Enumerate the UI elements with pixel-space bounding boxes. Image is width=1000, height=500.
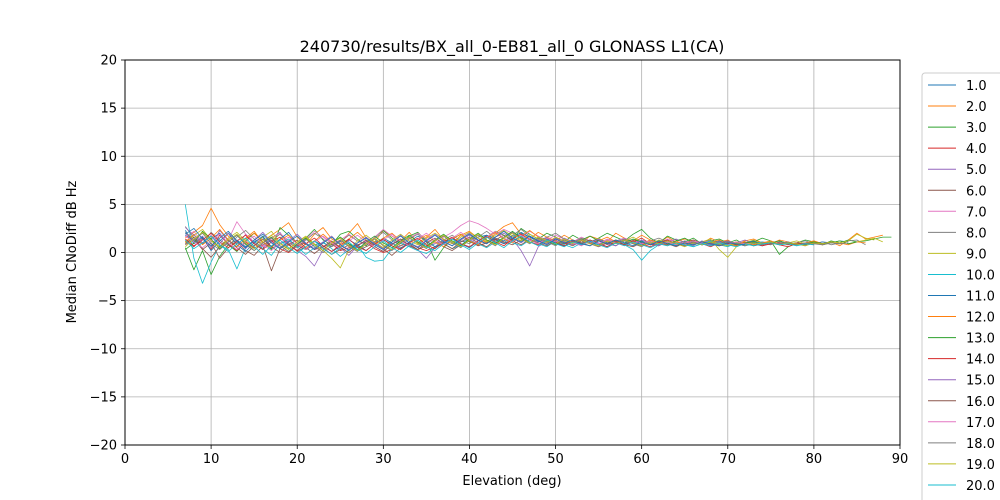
legend-label: 3.0 bbox=[966, 121, 987, 136]
y-axis-label: Median CNoDiff dB Hz bbox=[65, 180, 80, 323]
legend-label: 13.0 bbox=[966, 332, 995, 347]
chart-title: 240730/results/BX_all_0-EB81_all_0 GLONA… bbox=[300, 37, 725, 57]
x-tick-label: 80 bbox=[806, 452, 823, 467]
legend-label: 12.0 bbox=[966, 311, 995, 326]
legend-label: 10.0 bbox=[966, 268, 995, 283]
series-line-21.0 bbox=[185, 227, 746, 252]
legend-label: 20.0 bbox=[966, 479, 995, 494]
x-tick-label: 40 bbox=[461, 452, 478, 467]
legend: 1.0 2.0 3.0 4.0 5.0 6.0 7.0 8.0 9.0 10.0 11.0 12.0 1… bbox=[921, 72, 1000, 500]
legend-label: 16.0 bbox=[966, 395, 995, 410]
legend-label: 1.0 bbox=[966, 79, 987, 94]
x-axis-label: Elevation (deg) bbox=[462, 474, 561, 489]
y-tick-label: 0 bbox=[109, 246, 117, 261]
y-tick-label: −20 bbox=[90, 439, 117, 454]
legend-label: 7.0 bbox=[966, 205, 987, 220]
series-lines bbox=[184, 204, 892, 284]
legend-label: 14.0 bbox=[966, 353, 995, 368]
legend-label: 11.0 bbox=[966, 290, 995, 305]
x-tick-label: 60 bbox=[633, 452, 650, 467]
series-line-19.0 bbox=[185, 231, 875, 252]
y-tick-label: 10 bbox=[100, 150, 117, 165]
x-tick-label: 30 bbox=[375, 452, 392, 467]
legend-label: 2.0 bbox=[966, 100, 987, 115]
y-tick-label: 15 bbox=[100, 102, 117, 117]
legend-label: 6.0 bbox=[966, 184, 987, 199]
legend-label: 9.0 bbox=[966, 247, 987, 262]
y-tick-label: 5 bbox=[109, 198, 117, 213]
x-tick-label: 50 bbox=[547, 452, 564, 467]
x-tick-label: 20 bbox=[289, 452, 306, 467]
y-tick-label: −10 bbox=[90, 342, 117, 357]
x-tick-label: 90 bbox=[892, 452, 909, 467]
legend-label: 19.0 bbox=[966, 458, 995, 473]
legend-label: 15.0 bbox=[966, 374, 995, 389]
legend-label: 17.0 bbox=[966, 416, 995, 431]
y-tick-label: −5 bbox=[98, 294, 117, 309]
legend-label: 5.0 bbox=[966, 163, 987, 178]
legend-label: 4.0 bbox=[966, 142, 987, 157]
y-tick-label: −15 bbox=[90, 390, 117, 405]
x-axis-ticks: 0 10 20 30 40 50 60 70 80 90 bbox=[121, 445, 908, 467]
x-tick-label: 10 bbox=[203, 452, 220, 467]
legend-label: 8.0 bbox=[966, 226, 987, 241]
y-tick-label: 20 bbox=[100, 54, 117, 69]
legend-label: 18.0 bbox=[966, 437, 995, 452]
x-tick-label: 70 bbox=[720, 452, 737, 467]
y-axis-ticks: −20 −15 −10 −5 0 5 10 15 20 bbox=[90, 54, 125, 454]
series-line-20.0 bbox=[185, 235, 814, 255]
x-tick-label: 0 bbox=[121, 452, 129, 467]
legend-frame bbox=[921, 72, 1000, 500]
